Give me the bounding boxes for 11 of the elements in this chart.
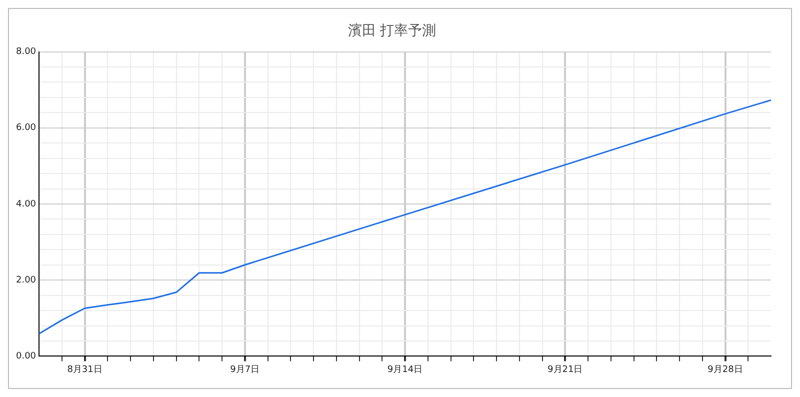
x-tick-label: 8月31日 [67,364,102,375]
chart-title: 濱田 打率予測 [348,23,436,40]
y-tick-label: 0.00 [16,352,36,362]
y-tick-label: 2.00 [16,275,36,286]
x-tick-label: 9月28日 [708,364,743,375]
y-tick-label: 8.00 [16,47,36,58]
y-tick-label: 6.00 [16,123,36,134]
x-tick-label: 9月21日 [548,364,583,375]
x-tick-label: 9月14日 [387,364,423,375]
y-tick-label: 4.00 [16,199,36,210]
x-tick-label: 9月7日 [230,364,260,375]
